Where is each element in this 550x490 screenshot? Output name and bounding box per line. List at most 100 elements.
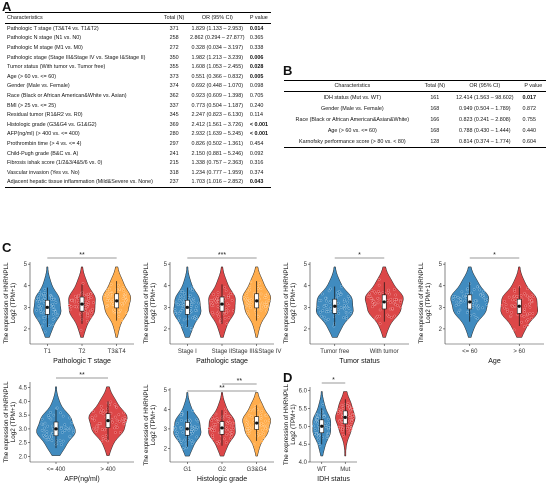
cell-n: 168 — [430, 105, 440, 112]
cell-char: Karnofsky performance score (> 80 vs. < … — [284, 136, 421, 148]
table-row: Race (Black or African American&White vs… — [5, 91, 271, 101]
violin-chart-histologic-grade: 2 3 4 5 The expression of HNRNPLL Log2 (TPM+1… — [143, 378, 274, 483]
cell-or: 2.412 (1.561 – 3.726) — [191, 121, 244, 128]
cell-n: 168 — [430, 127, 440, 134]
x-tick-label: T3&T4 — [108, 349, 127, 355]
data-point — [531, 312, 535, 315]
data-point — [120, 302, 123, 305]
data-point — [349, 311, 353, 314]
table-row: Gender (Male vs. Female) 374 0.692 (0.448 … — [5, 82, 271, 92]
data-point — [124, 419, 128, 422]
panel-c-letter: C — [2, 240, 12, 255]
data-point — [392, 301, 396, 305]
data-point — [61, 414, 65, 418]
cell-p: < 0.001 — [249, 121, 269, 128]
data-point — [348, 405, 351, 409]
cell-n: 241 — [169, 150, 179, 157]
cell-n: 345 — [169, 112, 179, 119]
data-point — [389, 301, 392, 304]
data-point — [321, 309, 325, 312]
data-point — [263, 296, 267, 299]
data-point — [43, 316, 47, 319]
data-point — [339, 426, 342, 430]
data-point — [244, 417, 248, 421]
data-point — [209, 300, 213, 304]
cell-n: 280 — [169, 131, 179, 138]
header-characteristics: Characteristics — [284, 80, 421, 92]
data-point — [100, 404, 103, 408]
data-point — [179, 303, 183, 307]
data-point — [114, 431, 117, 434]
data-point — [125, 311, 128, 314]
data-point — [260, 301, 264, 305]
data-point — [211, 311, 214, 314]
data-point — [189, 419, 192, 423]
data-point — [387, 288, 390, 292]
data-point — [484, 299, 487, 302]
data-point — [210, 419, 213, 422]
data-point — [378, 322, 382, 325]
y-tick-label: 4.0 — [19, 399, 28, 405]
data-point — [247, 304, 251, 308]
data-point — [249, 280, 253, 284]
data-point — [244, 297, 247, 301]
data-point — [73, 300, 77, 304]
data-point — [249, 409, 252, 413]
data-point — [513, 294, 516, 298]
data-point — [224, 307, 228, 310]
data-point — [48, 324, 51, 327]
data-point — [64, 426, 68, 430]
x-tick-label: With tumor — [370, 349, 399, 355]
data-point — [43, 421, 47, 425]
data-point — [118, 287, 121, 291]
cell-or: 0.823 (0.241 – 2.808) — [458, 116, 511, 123]
data-point — [121, 419, 125, 423]
data-point — [89, 296, 93, 299]
data-point — [189, 430, 193, 433]
data-point — [339, 306, 343, 309]
data-point — [256, 315, 260, 318]
median-marker — [320, 424, 324, 428]
data-point — [371, 305, 374, 308]
median-marker — [185, 427, 189, 431]
data-point — [511, 298, 514, 302]
data-point — [325, 435, 329, 439]
header-p: P value — [247, 12, 271, 24]
cell-or: 1.338 (0.757 – 2.363) — [191, 160, 244, 167]
data-point — [259, 415, 263, 418]
cell-n: 337 — [169, 102, 179, 109]
data-point — [317, 442, 320, 445]
data-point — [327, 318, 330, 321]
x-axis-title: Pathologic stage — [196, 358, 248, 365]
data-point — [327, 432, 330, 436]
data-point — [482, 296, 486, 300]
data-point — [312, 424, 315, 428]
y-axis-subtitle: Log2 (TPM+1) — [10, 283, 17, 323]
data-point — [230, 431, 234, 434]
cell-char: Residual tumor (R1&R2 vs. R0) — [7, 112, 83, 119]
data-point — [386, 313, 389, 317]
data-point — [388, 307, 392, 311]
panel-a-table: Characteristics Total (N) OR (95% CI) P … — [5, 12, 271, 189]
data-point — [184, 442, 188, 446]
data-point — [214, 299, 217, 303]
median-marker — [343, 415, 347, 419]
data-point — [61, 439, 65, 443]
violin-chart-pathologic-stage: 2 3 4 5 The expression of HNRNPLL Log2 (TPM+1… — [143, 252, 281, 365]
data-point — [265, 309, 268, 313]
data-point — [81, 282, 85, 285]
cell-p: 0.005 — [249, 73, 264, 80]
data-point — [121, 286, 125, 289]
cell-or: 0.773 (0.504 – 1.187) — [191, 102, 244, 109]
data-point — [264, 304, 267, 308]
data-point — [388, 292, 391, 296]
data-point — [176, 435, 179, 438]
data-point — [194, 428, 198, 431]
data-point — [180, 426, 183, 429]
median-marker — [54, 427, 58, 431]
cell-n: 297 — [169, 140, 179, 147]
x-axis-title: Tumor status — [339, 358, 380, 365]
data-point — [252, 408, 256, 412]
data-point — [245, 419, 249, 423]
table-row: BMI (> 25 vs. <= 25) 337 0.773 (0.504 – 1.… — [5, 101, 271, 111]
